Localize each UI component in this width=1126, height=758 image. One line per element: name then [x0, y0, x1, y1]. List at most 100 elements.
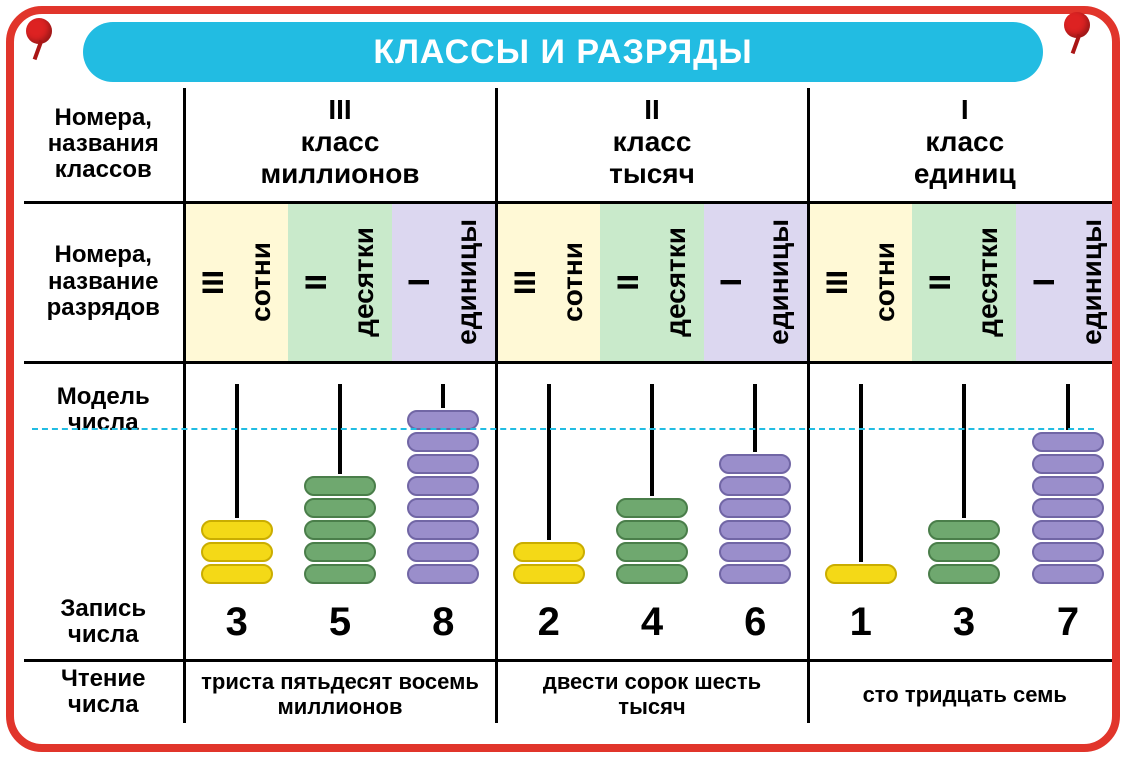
bead: [1032, 432, 1104, 452]
place-value-table: Номера,названияклассов III классмиллионо…: [24, 88, 1120, 723]
rowlabel-reading: Чтениечисла: [24, 660, 184, 722]
class-name-1: класстысяч: [498, 126, 807, 190]
digit-header-6: III сотни: [808, 202, 912, 362]
bead: [928, 564, 1000, 584]
reading-0: триста пятьдесят восемьмиллионов: [184, 660, 496, 722]
bead: [719, 476, 791, 496]
class-group-1: II класстысяч: [496, 88, 808, 202]
digit-header-5: Iединицы: [704, 202, 808, 362]
reading-1: двести сорок шестьтысяч: [496, 660, 808, 722]
digit-value-0: 3: [184, 592, 288, 660]
bead: [201, 520, 273, 540]
bead: [616, 542, 688, 562]
reading-2: сто тридцать семь: [808, 660, 1120, 722]
abacus-rod: [441, 384, 445, 408]
bead: [719, 498, 791, 518]
digit-roman-4: II: [612, 274, 646, 291]
class-roman-0: III: [186, 94, 495, 126]
bead: [304, 542, 376, 562]
bead: [616, 564, 688, 584]
bead: [407, 498, 479, 518]
digit-header-4: II десятки: [600, 202, 704, 362]
bead: [1032, 520, 1104, 540]
bead: [201, 564, 273, 584]
abacus-8: [1016, 362, 1120, 592]
abacus-4: [600, 362, 704, 592]
class-roman-2: I: [810, 94, 1120, 126]
digit-label-0: сотни: [245, 242, 277, 322]
bead: [407, 542, 479, 562]
digit-roman-1: II: [300, 274, 334, 291]
bead: [928, 520, 1000, 540]
bead: [407, 476, 479, 496]
digit-value-7: 3: [912, 592, 1016, 660]
digit-header-2: Iединицы: [392, 202, 496, 362]
bead: [719, 454, 791, 474]
row-written: Записьчисла 358246137: [24, 592, 1120, 660]
digit-value-4: 4: [600, 592, 704, 660]
abacus-1: [288, 362, 392, 592]
bead: [407, 454, 479, 474]
digit-label-6: сотни: [869, 242, 901, 322]
rowlabel-classes: Номера,названияклассов: [24, 88, 184, 202]
bead: [407, 410, 479, 430]
abacus-rod: [547, 384, 551, 540]
digit-label-8: единицы: [1076, 219, 1108, 345]
digit-roman-5: I: [715, 278, 749, 286]
class-name-0: классмиллионов: [186, 126, 495, 190]
bead: [407, 432, 479, 452]
bead: [304, 476, 376, 496]
bead: [304, 498, 376, 518]
abacus-rod: [650, 384, 654, 496]
bead: [719, 564, 791, 584]
bead: [928, 542, 1000, 562]
bead: [719, 520, 791, 540]
bead: [304, 564, 376, 584]
digit-header-3: IIIсотни: [496, 202, 600, 362]
digit-header-7: IIдесятки: [912, 202, 1016, 362]
digit-value-8: 7: [1016, 592, 1120, 660]
row-model: Модельчисла: [24, 362, 1120, 592]
bead: [304, 520, 376, 540]
bead: [1032, 498, 1104, 518]
title-text: КЛАССЫ И РАЗРЯДЫ: [373, 33, 752, 72]
poster-frame: КЛАССЫ И РАЗРЯДЫ Номера,названияклассов …: [6, 6, 1120, 752]
digit-header-0: III сотни: [184, 202, 288, 362]
digit-roman-8: I: [1028, 278, 1062, 286]
bead: [1032, 564, 1104, 584]
bead: [1032, 476, 1104, 496]
class-group-0: III классмиллионов: [184, 88, 496, 202]
bead: [616, 520, 688, 540]
title-pill: КЛАССЫ И РАЗРЯДЫ: [83, 22, 1043, 82]
digit-roman-3: III: [509, 270, 543, 295]
bead: [201, 542, 273, 562]
digit-value-3: 2: [496, 592, 600, 660]
abacus-rod: [1066, 384, 1070, 430]
digit-roman-0: III: [197, 270, 231, 295]
abacus-0: [184, 362, 288, 592]
row-class-names: Номера,названияклассов III классмиллионо…: [24, 88, 1120, 202]
pushpin-icon: [1058, 12, 1100, 54]
digit-value-6: 1: [808, 592, 912, 660]
abacus-rod: [962, 384, 966, 518]
digit-value-1: 5: [288, 592, 392, 660]
digit-label-4: десятки: [660, 227, 692, 337]
digit-roman-6: III: [821, 270, 855, 295]
abacus-rod: [753, 384, 757, 452]
digit-label-5: единицы: [763, 219, 795, 345]
digit-roman-2: I: [403, 278, 437, 286]
bead: [719, 542, 791, 562]
row-digit-names: Номера,названиеразрядов IIIсотниIIдесятк…: [24, 202, 1120, 362]
abacus-rod: [859, 384, 863, 562]
row-reading: Чтениечисла триста пятьдесят восемьмилли…: [24, 660, 1120, 722]
class-name-2: классединиц: [810, 126, 1120, 190]
abacus-6: [808, 362, 912, 592]
bead: [513, 564, 585, 584]
bead: [1032, 542, 1104, 562]
digit-value-5: 6: [704, 592, 808, 660]
pushpin-icon: [20, 18, 62, 60]
digit-roman-7: II: [924, 274, 958, 291]
class-group-2: I классединиц: [808, 88, 1120, 202]
bead: [616, 498, 688, 518]
rowlabel-model: Модельчисла: [24, 362, 184, 592]
